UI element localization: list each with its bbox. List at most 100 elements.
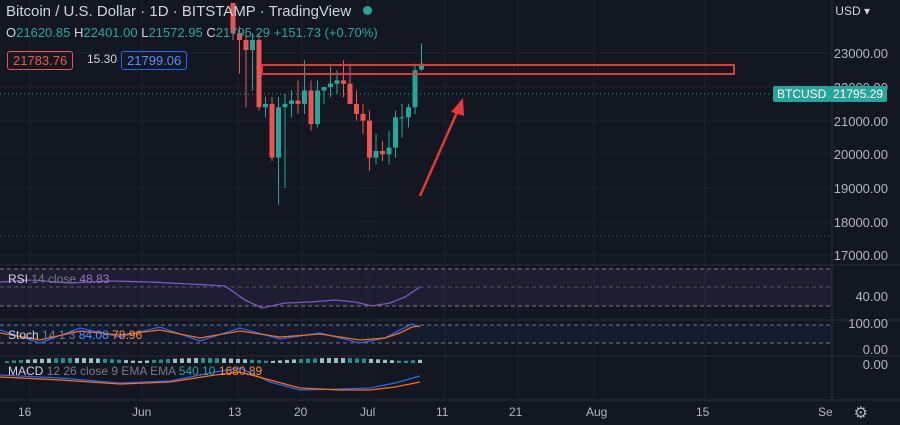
- exchange-label: BITSTAMP: [181, 3, 256, 20]
- macd-histogram-bar: [54, 358, 58, 363]
- macd-histogram-bar: [257, 360, 261, 363]
- macd-histogram-bar: [96, 358, 100, 363]
- candle-body: [295, 100, 301, 104]
- macd-histogram-bar: [376, 359, 380, 363]
- ohlc-readout: O21620.85 H22401.00 L21572.95 C21795.29 …: [6, 25, 378, 40]
- stoch-axis-top: 100.00: [848, 316, 888, 331]
- macd-legend[interactable]: MACD 12 26 close 9 EMA EMA 540.10 1680.8…: [8, 364, 262, 378]
- macd-histogram-bar: [166, 359, 170, 363]
- macd-histogram-bar: [68, 358, 72, 363]
- candle-body: [373, 150, 379, 158]
- candle-body: [289, 100, 294, 104]
- trend-arrow-head: [451, 98, 464, 116]
- macd-histogram-bar: [320, 358, 324, 363]
- macd-histogram-bar: [264, 360, 268, 363]
- market-status-icon: [363, 6, 373, 15]
- stoch-k-value: 84.08: [78, 328, 109, 342]
- buy-price-button[interactable]: 21799.06: [121, 51, 188, 70]
- macd-histogram-bar: [229, 358, 233, 363]
- time-axis-label: Aug: [586, 405, 608, 419]
- rsi-params: 14 close: [31, 272, 77, 286]
- candle-body: [263, 103, 268, 108]
- macd-histogram-bar: [334, 358, 338, 363]
- candle-body: [367, 120, 372, 158]
- macd-histogram-bar: [117, 359, 121, 363]
- macd-histogram-bar: [110, 359, 114, 363]
- macd-label: MACD: [8, 364, 44, 378]
- macd-histogram-bar: [341, 358, 345, 363]
- candle-body: [347, 83, 353, 104]
- macd-histogram-bar: [201, 358, 205, 363]
- time-axis-label: Jun: [132, 405, 152, 419]
- stoch-legend[interactable]: Stoch 14 1 3 84.08 78.96: [8, 328, 142, 342]
- macd-histogram-bar: [19, 360, 23, 363]
- macd-histogram-bar: [145, 360, 149, 363]
- macd-histogram-bar: [383, 359, 387, 363]
- symbol-header[interactable]: Bitcoin / U.S. Dollar · 1D · BITSTAMP · …: [6, 3, 373, 20]
- candle-body: [237, 33, 242, 40]
- stoch-params: 14 1 3: [42, 328, 76, 342]
- currency-selector[interactable]: USD ▾: [835, 4, 870, 18]
- stoch-axis-bottom: 0.00: [862, 342, 888, 357]
- time-axis-label: 21: [509, 405, 523, 419]
- macd-histogram-bar: [222, 358, 226, 363]
- candle-body: [230, 3, 236, 34]
- low-label: L: [141, 25, 149, 40]
- macd-histogram-bar: [61, 358, 65, 363]
- macd-histogram-bar: [390, 360, 394, 363]
- macd-histogram-bar: [152, 359, 156, 363]
- close-value: 21795.29: [215, 25, 270, 40]
- candle-body: [406, 107, 411, 118]
- rsi-axis-label: 40.00: [855, 289, 888, 304]
- candle-body: [328, 83, 333, 88]
- resistance-box: [261, 64, 735, 75]
- candle-body: [302, 90, 307, 104]
- macd-histogram-bar: [327, 358, 331, 363]
- price-axis-label: 17000.00: [833, 248, 888, 263]
- price-axis-label: 21000.00: [833, 114, 888, 129]
- macd-histogram-bar: [89, 358, 93, 363]
- macd-hist-value: 540.10: [178, 364, 216, 378]
- macd-histogram-bar: [418, 359, 422, 363]
- last-price-tag: 21795.29: [829, 86, 888, 102]
- macd-histogram-bar: [397, 360, 401, 363]
- macd-histogram-bar: [26, 359, 30, 363]
- macd-signal-value: 1680.89: [218, 364, 263, 378]
- time-axis-label: 15: [696, 405, 710, 419]
- candle-body: [276, 107, 281, 158]
- candle-body: [412, 70, 418, 108]
- macd-histogram-bar: [131, 360, 135, 363]
- high-value: 22401.00: [83, 25, 138, 40]
- rsi-value: 48.83: [79, 272, 110, 286]
- close-label: C: [206, 25, 216, 40]
- source-label: TradingView: [268, 3, 352, 20]
- chevron-down-icon: ▾: [863, 4, 870, 18]
- gear-icon[interactable]: ⚙: [853, 405, 868, 422]
- stoch-d-value: 78.96: [112, 328, 143, 342]
- spread-value: 15.30: [87, 52, 118, 66]
- price-axis-label: 20000.00: [833, 147, 888, 162]
- macd-histogram-bar: [187, 358, 191, 363]
- change-value: +151.73 (+0.70%): [273, 25, 378, 40]
- time-axis-label: Jul: [360, 405, 376, 419]
- macd-histogram-bar: [306, 358, 310, 363]
- macd-histogram-bar: [208, 358, 212, 363]
- rsi-legend[interactable]: RSI 14 close 48.83: [8, 272, 109, 286]
- low-value: 21572.95: [148, 25, 203, 40]
- sell-price-button[interactable]: 21783.76: [7, 51, 74, 70]
- candle-body: [269, 103, 275, 158]
- macd-histogram-bar: [173, 358, 177, 363]
- macd-histogram-bar: [180, 358, 184, 363]
- time-axis-label: 11: [436, 405, 449, 419]
- price-axis-label: 23000.00: [833, 46, 888, 61]
- rsi-label: RSI: [8, 272, 29, 286]
- macd-histogram-bar: [103, 358, 107, 363]
- candle-body: [321, 87, 327, 91]
- macd-histogram-bar: [278, 360, 282, 363]
- trend-arrow-line: [418, 109, 460, 197]
- time-axis-label: 20: [294, 405, 308, 419]
- macd-histogram-bar: [292, 359, 296, 363]
- symbol-tag: BTCUSD: [773, 86, 831, 102]
- open-value: 21620.85: [16, 25, 71, 40]
